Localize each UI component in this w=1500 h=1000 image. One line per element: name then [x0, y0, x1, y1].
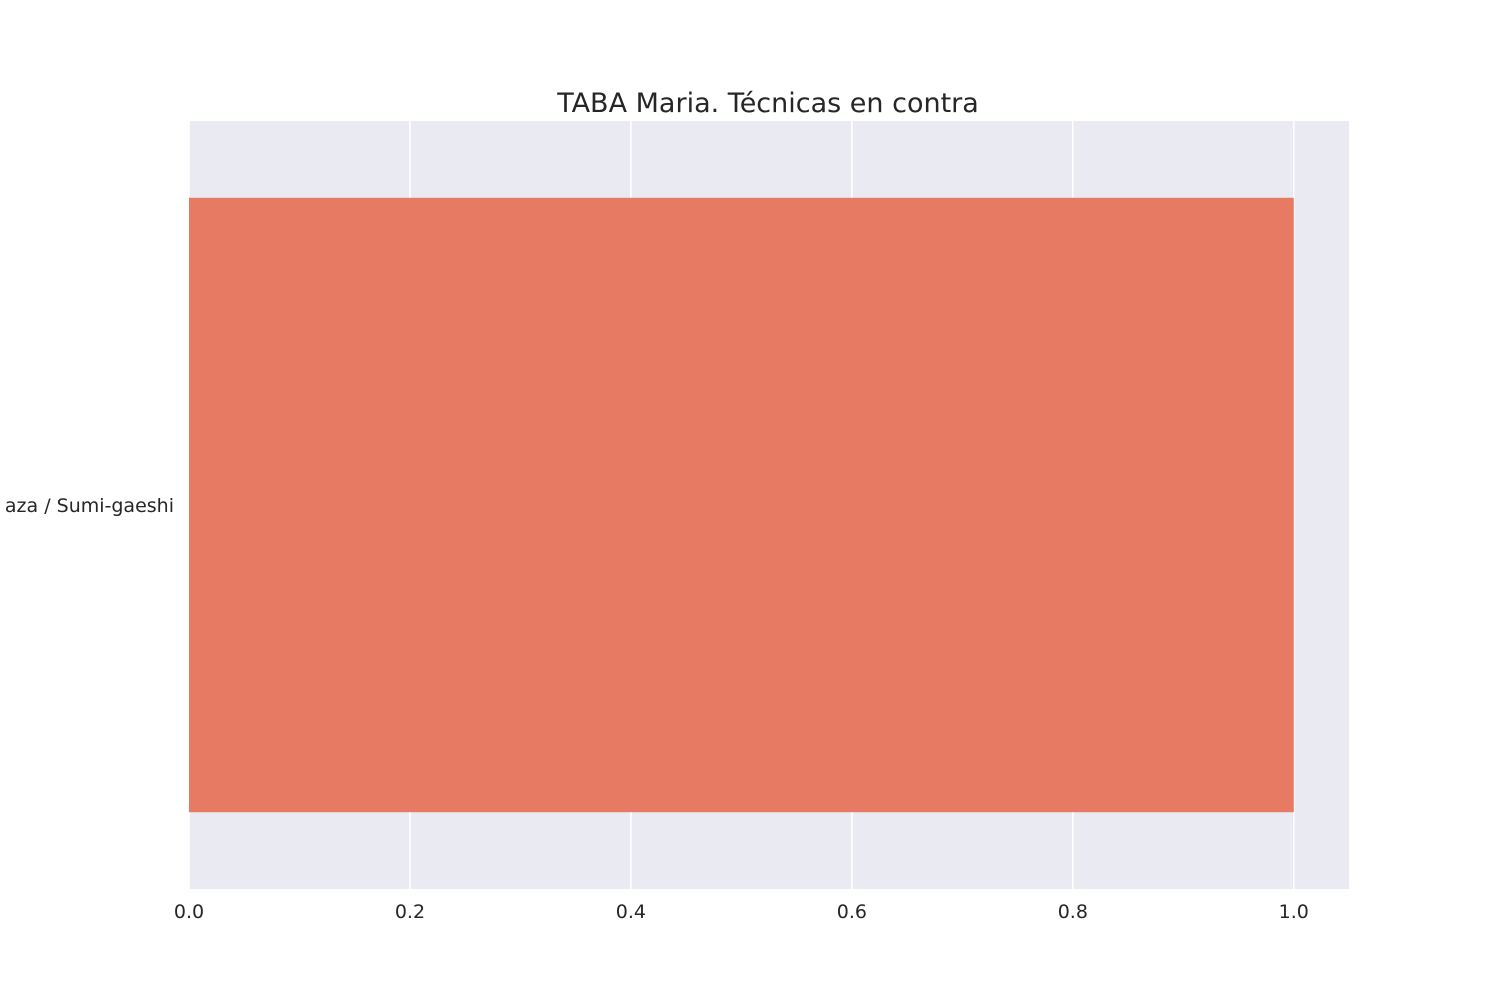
x-tick-label: 0.2 — [395, 901, 425, 923]
x-tick-label: 0.4 — [616, 901, 646, 923]
bars — [189, 197, 1294, 813]
y-axis-ticks: aza / Sumi-gaeshi — [5, 495, 174, 517]
y-tick-label: aza / Sumi-gaeshi — [5, 495, 174, 517]
x-tick-label: 1.0 — [1279, 901, 1309, 923]
x-tick-label: 0.6 — [837, 901, 867, 923]
x-tick-label: 0.8 — [1058, 901, 1088, 923]
bar — [189, 197, 1294, 813]
x-axis-ticks: 0.0 0.2 0.4 0.6 0.8 1.0 — [174, 901, 1309, 923]
chart-title: TABA Maria. Técnicas en contra — [556, 88, 979, 119]
x-tick-label: 0.0 — [174, 901, 204, 923]
